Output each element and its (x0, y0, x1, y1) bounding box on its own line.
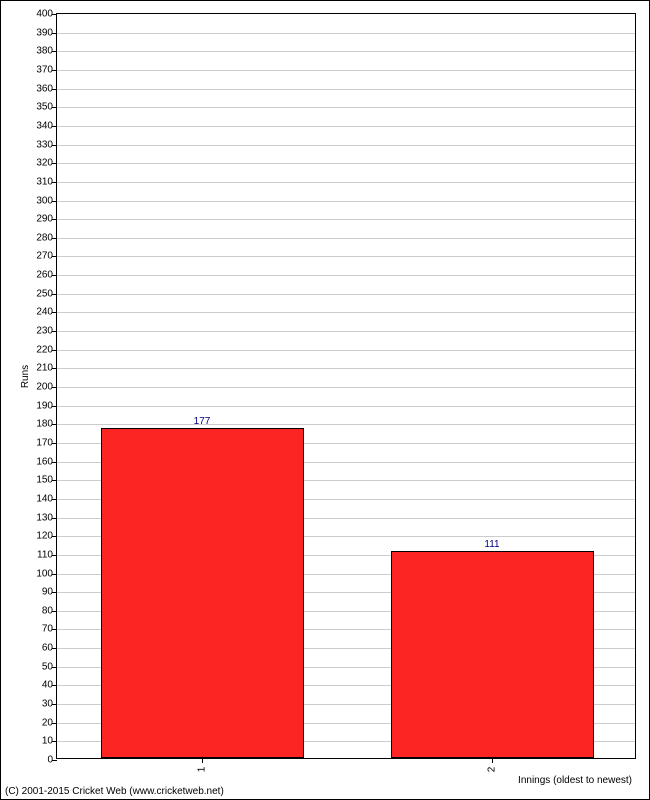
gridline (57, 275, 635, 276)
y-tick-label: 220 (36, 344, 53, 355)
y-tick-label: 150 (36, 475, 53, 486)
bar-value-label: 111 (484, 539, 499, 550)
y-tick-label: 0 (47, 755, 53, 766)
plot-area: 0102030405060708090100110120130140150160… (56, 13, 636, 759)
bar (101, 428, 304, 758)
y-tick-label: 90 (42, 587, 53, 598)
x-tick-label: 1 (197, 767, 208, 773)
y-tick-label: 120 (36, 531, 53, 542)
x-tick-mark (492, 758, 493, 763)
y-tick-label: 310 (36, 176, 53, 187)
gridline (57, 238, 635, 239)
copyright-text: (C) 2001-2015 Cricket Web (www.cricketwe… (5, 786, 224, 797)
y-tick-label: 330 (36, 139, 53, 150)
y-tick-label: 160 (36, 456, 53, 467)
gridline (57, 51, 635, 52)
bar (391, 551, 594, 758)
y-tick-label: 190 (36, 400, 53, 411)
gridline (57, 70, 635, 71)
y-tick-label: 50 (42, 661, 53, 672)
y-tick-label: 270 (36, 251, 53, 262)
gridline (57, 368, 635, 369)
y-tick-label: 210 (36, 363, 53, 374)
gridline (57, 107, 635, 108)
y-tick-label: 30 (42, 699, 53, 710)
y-tick-label: 340 (36, 120, 53, 131)
y-tick-label: 260 (36, 270, 53, 281)
y-tick-label: 60 (42, 643, 53, 654)
gridline (57, 145, 635, 146)
y-tick-label: 290 (36, 214, 53, 225)
y-tick-label: 170 (36, 437, 53, 448)
y-tick-label: 70 (42, 624, 53, 635)
y-tick-label: 320 (36, 158, 53, 169)
y-tick-label: 140 (36, 493, 53, 504)
y-axis-title: Runs (20, 365, 31, 388)
y-tick-label: 10 (42, 736, 53, 747)
x-tick-mark (202, 758, 203, 763)
y-tick-label: 230 (36, 326, 53, 337)
y-tick-label: 250 (36, 288, 53, 299)
chart-container: 0 10 20 30 40 50 60 70 80 90 100 110 120 130 140 150 160… (0, 0, 650, 800)
y-tick-label: 380 (36, 46, 53, 57)
y-tick-label: 110 (37, 549, 53, 560)
gridline (57, 294, 635, 295)
gridline (57, 201, 635, 202)
gridline (57, 424, 635, 425)
gridline (57, 219, 635, 220)
gridline (57, 387, 635, 388)
gridline (57, 350, 635, 351)
gridline (57, 331, 635, 332)
y-tick-label: 240 (36, 307, 53, 318)
gridline (57, 33, 635, 34)
x-tick-label: 2 (487, 767, 498, 773)
bar-value-label: 177 (194, 416, 211, 427)
gridline (57, 89, 635, 90)
y-tick-label: 20 (42, 717, 53, 728)
gridline (57, 256, 635, 257)
x-axis-title: Innings (oldest to newest) (518, 775, 632, 786)
gridline (57, 182, 635, 183)
gridline (57, 406, 635, 407)
y-tick-label: 80 (42, 605, 53, 616)
y-tick-label: 100 (36, 568, 53, 579)
y-tick-label: 300 (36, 195, 53, 206)
y-tick-label: 370 (36, 64, 53, 75)
y-tick-label: 200 (36, 382, 53, 393)
gridline (57, 312, 635, 313)
y-tick-label: 40 (42, 680, 53, 691)
y-tick-label: 180 (36, 419, 53, 430)
y-tick-label: 130 (36, 512, 53, 523)
y-tick-label: 400 (36, 9, 53, 20)
gridline (57, 163, 635, 164)
y-tick-label: 280 (36, 232, 53, 243)
y-tick-label: 390 (36, 27, 53, 38)
y-tick-label: 350 (36, 102, 53, 113)
gridline (57, 126, 635, 127)
y-tick-label: 360 (36, 83, 53, 94)
